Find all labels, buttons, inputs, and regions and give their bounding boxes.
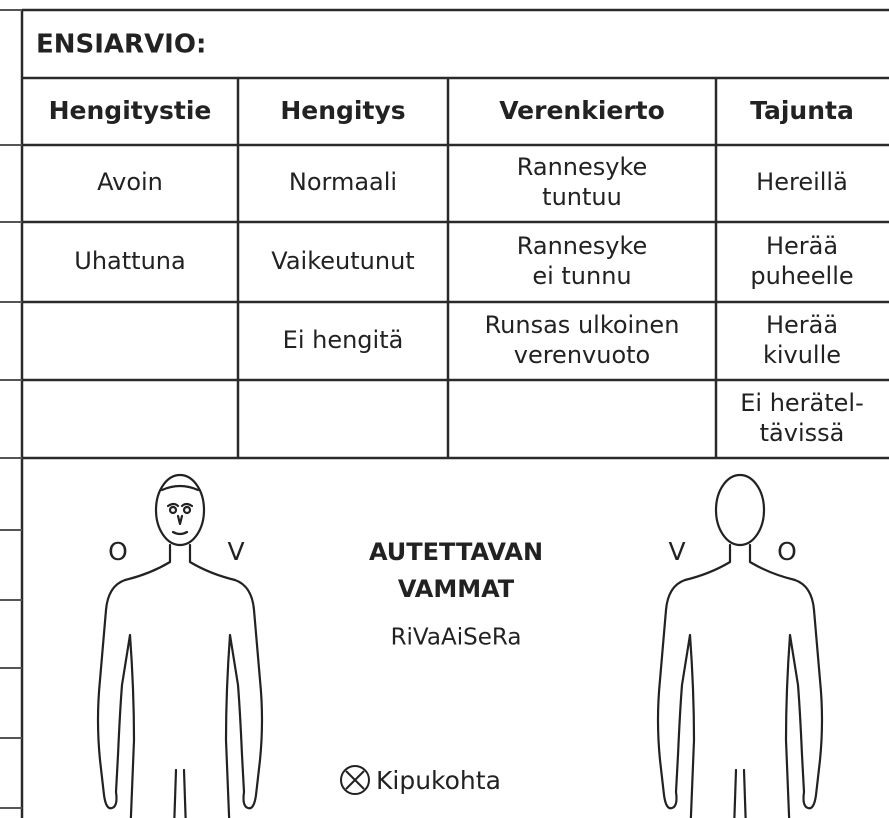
cell-text: Avoin — [97, 168, 163, 196]
cell-text: tuntuu — [542, 183, 622, 211]
cell-text: Rannesyke — [517, 232, 648, 260]
side-label: O — [777, 537, 797, 566]
cell-text: tävissä — [760, 419, 845, 447]
section-subtitle: RiVaAiSeRa — [391, 625, 522, 651]
section-title: VAMMAT — [398, 575, 515, 603]
side-label: O — [108, 537, 128, 566]
cell-text: Herää — [766, 311, 838, 339]
column-header: Hengitystie — [49, 96, 212, 125]
legend-label: Kipukohta — [376, 766, 501, 795]
cell-text: Normaali — [289, 168, 397, 196]
side-label: V — [227, 537, 244, 566]
back-figure — [656, 473, 824, 818]
side-label: V — [668, 537, 685, 566]
form-lines — [0, 8, 889, 818]
cell-text: Ei hengitä — [283, 326, 404, 354]
cell-text: kivulle — [763, 341, 841, 369]
front-figure — [96, 473, 264, 818]
cell-text: puheelle — [750, 262, 853, 290]
cell-text: Uhattuna — [74, 247, 185, 275]
cell-text: Rannesyke — [517, 153, 648, 181]
cell-text: ei tunnu — [532, 262, 631, 290]
cell-text: Runsas ulkoinen — [485, 311, 680, 339]
assessment-table: Hengitystie Avoin Uhattuna Hengitys Normaali… — [49, 96, 864, 447]
cell-text: Hereillä — [756, 168, 848, 196]
section-title: AUTETTAVAN — [369, 538, 543, 566]
legend-symbol — [340, 765, 370, 795]
form-title: ENSIARVIO: — [36, 30, 206, 60]
cell-text: verenvuoto — [514, 341, 650, 369]
column-header: Tajunta — [750, 96, 854, 125]
cell-text: Ei herätel- — [740, 389, 864, 417]
column-header: Verenkierto — [499, 96, 665, 125]
cell-text: Herää — [766, 232, 838, 260]
column-header: Hengitys — [280, 96, 405, 125]
cell-text: Vaikeutunut — [271, 247, 414, 275]
